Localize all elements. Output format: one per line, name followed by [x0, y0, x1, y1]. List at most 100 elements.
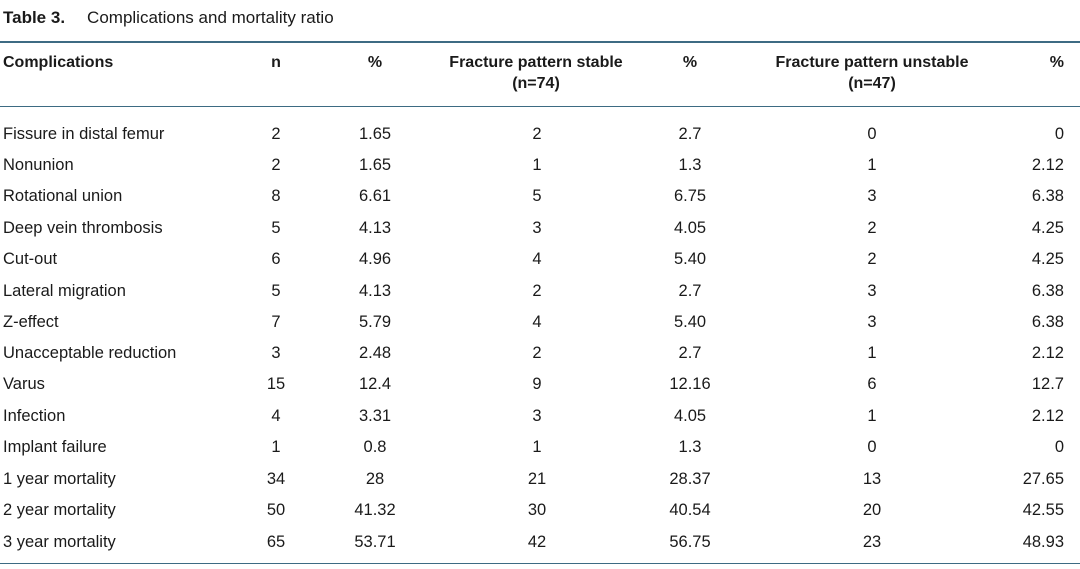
- table-row: 1 year mortality 34 28 21 28.37 13 27.65: [0, 465, 1080, 493]
- cell-n: 2: [271, 125, 281, 143]
- cell-percent-total: 4.13: [358, 282, 392, 300]
- table-row: Varus 15 12.4 9 12.16 6 12.7: [0, 370, 1080, 398]
- cell-percent-unstable: 6.38: [1031, 187, 1064, 205]
- table-row: Fissure in distal femur 2 1.65 2 2.7 0 0: [0, 120, 1080, 148]
- cell-n: 6: [271, 250, 281, 268]
- table-row: 2 year mortality 50 41.32 30 40.54 20 42.55: [0, 496, 1080, 524]
- table-row: Z-effect 7 5.79 4 5.40 3 6.38: [0, 308, 1080, 336]
- header-rule: [0, 106, 1080, 107]
- cell-unstable-n: 1: [867, 344, 877, 362]
- cell-stable-n: 3: [532, 407, 542, 425]
- cell-percent-total: 2.48: [358, 344, 392, 362]
- top-rule: [0, 41, 1080, 43]
- cell-unstable-n: 3: [867, 282, 877, 300]
- cell-unstable-n: 13: [862, 470, 882, 488]
- cell-complication: Z-effect: [3, 313, 59, 331]
- cell-complication: Rotational union: [3, 187, 123, 205]
- cell-complication: Implant failure: [3, 438, 107, 456]
- cell-complication: Deep vein thrombosis: [3, 219, 163, 237]
- cell-percent-unstable: 2.12: [1031, 156, 1064, 174]
- cell-n: 7: [271, 313, 281, 331]
- table-row: Rotational union 8 6.61 5 6.75 3 6.38: [0, 182, 1080, 210]
- table-title: Complications and mortality ratio: [87, 8, 334, 27]
- header-fracture-unstable-title: Fracture pattern unstable: [775, 54, 969, 71]
- cell-percent-unstable: 12.7: [1031, 375, 1064, 393]
- cell-complication: Infection: [3, 407, 66, 425]
- cell-stable-n: 1: [532, 156, 542, 174]
- cell-percent-unstable: 4.25: [1031, 250, 1064, 268]
- table-row: 3 year mortality 65 53.71 42 56.75 23 48.93: [0, 528, 1080, 556]
- cell-complication: Cut-out: [3, 250, 58, 268]
- cell-complication: 3 year mortality: [3, 533, 116, 551]
- cell-complication: Varus: [3, 375, 45, 393]
- cell-percent-total: 1.65: [358, 125, 392, 143]
- cell-percent-stable: 56.75: [669, 533, 711, 551]
- cell-n: 2: [271, 156, 281, 174]
- cell-percent-stable: 40.54: [669, 501, 711, 519]
- cell-n: 5: [271, 219, 281, 237]
- cell-percent-unstable: 48.93: [1022, 533, 1064, 551]
- cell-percent-stable: 1.3: [678, 438, 702, 456]
- cell-percent-total: 28: [365, 470, 385, 488]
- cell-percent-unstable: 4.25: [1031, 219, 1064, 237]
- cell-percent-unstable: 6.38: [1031, 313, 1064, 331]
- header-percent-total: %: [367, 54, 383, 71]
- header-fracture-unstable-count: (n=47): [848, 75, 896, 92]
- header-fracture-stable-title: Fracture pattern stable: [449, 54, 623, 71]
- cell-percent-unstable: 2.12: [1031, 407, 1064, 425]
- cell-stable-n: 2: [532, 282, 542, 300]
- cell-percent-stable: 6.75: [673, 187, 707, 205]
- table-row: Implant failure 1 0.8 1 1.3 0 0: [0, 433, 1080, 461]
- cell-percent-stable: 5.40: [673, 250, 707, 268]
- cell-unstable-n: 2: [867, 250, 877, 268]
- cell-percent-total: 4.96: [358, 250, 392, 268]
- cell-percent-total: 6.61: [358, 187, 392, 205]
- cell-percent-stable: 28.37: [669, 470, 711, 488]
- cell-stable-n: 4: [532, 313, 542, 331]
- cell-unstable-n: 3: [867, 313, 877, 331]
- cell-unstable-n: 6: [867, 375, 877, 393]
- cell-percent-unstable: 42.55: [1022, 501, 1064, 519]
- cell-stable-n: 2: [532, 344, 542, 362]
- cell-stable-n: 5: [532, 187, 542, 205]
- cell-percent-total: 1.65: [358, 156, 392, 174]
- cell-stable-n: 42: [527, 533, 547, 551]
- cell-percent-total: 0.8: [363, 438, 387, 456]
- cell-percent-stable: 2.7: [678, 282, 702, 300]
- cell-percent-unstable: 0: [1054, 125, 1064, 143]
- cell-unstable-n: 0: [867, 438, 877, 456]
- cell-unstable-n: 20: [862, 501, 882, 519]
- cell-n: 50: [266, 501, 286, 519]
- cell-percent-stable: 2.7: [678, 125, 702, 143]
- table-caption: Table 3. Complications and mortality rati…: [3, 8, 334, 30]
- cell-stable-n: 1: [532, 438, 542, 456]
- bottom-rule: [0, 563, 1080, 564]
- cell-stable-n: 21: [527, 470, 547, 488]
- cell-stable-n: 9: [532, 375, 542, 393]
- header-n: n: [271, 54, 281, 71]
- cell-stable-n: 2: [532, 125, 542, 143]
- cell-percent-total: 5.79: [358, 313, 392, 331]
- cell-unstable-n: 2: [867, 219, 877, 237]
- cell-percent-total: 4.13: [358, 219, 392, 237]
- header-complications: Complications: [3, 54, 114, 71]
- cell-unstable-n: 1: [867, 407, 877, 425]
- cell-unstable-n: 1: [867, 156, 877, 174]
- cell-stable-n: 30: [527, 501, 547, 519]
- table-row: Lateral migration 5 4.13 2 2.7 3 6.38: [0, 277, 1080, 305]
- cell-complication: Unacceptable reduction: [3, 344, 177, 362]
- cell-percent-stable: 4.05: [673, 219, 707, 237]
- cell-percent-total: 41.32: [354, 501, 396, 519]
- cell-complication: Lateral migration: [3, 282, 126, 300]
- cell-n: 5: [271, 282, 281, 300]
- cell-percent-unstable: 0: [1054, 438, 1064, 456]
- header-fracture-stable-count: (n=74): [512, 75, 560, 92]
- cell-n: 4: [271, 407, 281, 425]
- cell-complication: Nonunion: [3, 156, 74, 174]
- table-row: Nonunion 2 1.65 1 1.3 1 2.12: [0, 151, 1080, 179]
- cell-percent-unstable: 6.38: [1031, 282, 1064, 300]
- cell-complication: 1 year mortality: [3, 470, 116, 488]
- cell-percent-stable: 2.7: [678, 344, 702, 362]
- table-row: Deep vein thrombosis 5 4.13 3 4.05 2 4.25: [0, 214, 1080, 242]
- cell-percent-unstable: 2.12: [1031, 344, 1064, 362]
